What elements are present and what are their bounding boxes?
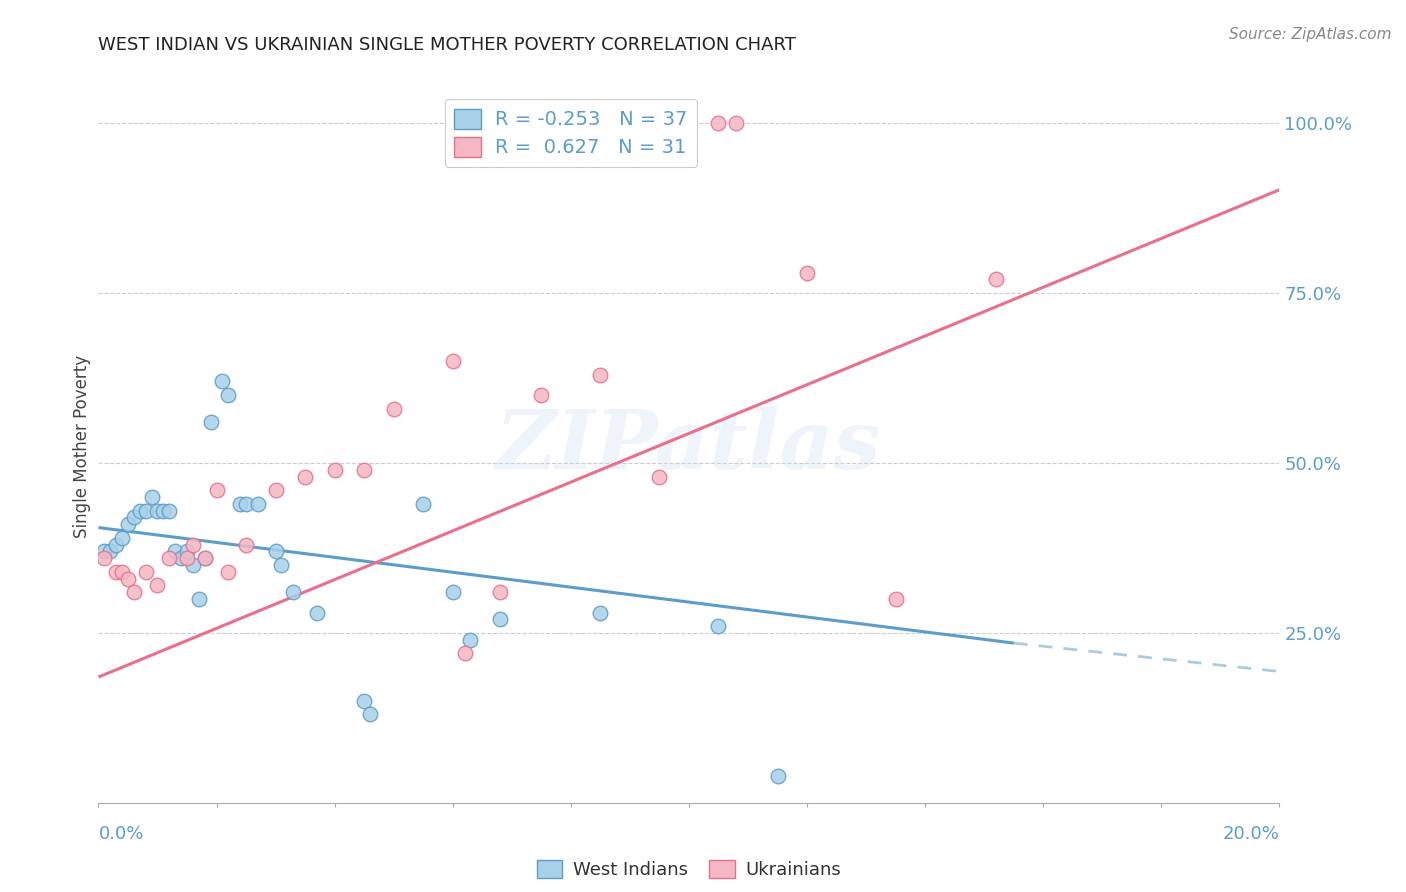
Point: [460, 632, 482, 647]
Y-axis label: Single Mother Poverty: Single Mother Poverty: [73, 354, 91, 538]
Text: Source: ZipAtlas.com: Source: ZipAtlas.com: [1229, 27, 1392, 42]
Point: [117, 572, 139, 586]
Point: [796, 266, 818, 280]
Point: [176, 551, 198, 566]
Point: [217, 388, 239, 402]
Point: [181, 558, 204, 572]
Point: [135, 565, 157, 579]
Point: [187, 591, 209, 606]
Point: [229, 497, 252, 511]
Point: [294, 469, 316, 483]
Point: [884, 591, 907, 606]
Point: [146, 503, 169, 517]
Point: [359, 707, 381, 722]
Point: [678, 116, 700, 130]
Point: [441, 354, 464, 368]
Point: [205, 483, 228, 498]
Point: [105, 537, 128, 551]
Point: [489, 585, 512, 599]
Point: [264, 544, 287, 558]
Point: [181, 537, 204, 551]
Point: [135, 503, 157, 517]
Point: [246, 497, 269, 511]
Text: 20.0%: 20.0%: [1223, 825, 1279, 843]
Point: [105, 565, 128, 579]
Point: [170, 551, 193, 566]
Point: [176, 544, 198, 558]
Point: [211, 375, 233, 389]
Point: [122, 585, 145, 599]
Point: [530, 388, 553, 402]
Point: [217, 565, 239, 579]
Point: [707, 116, 730, 130]
Point: [283, 585, 305, 599]
Text: ZIPatlas: ZIPatlas: [496, 406, 882, 486]
Point: [235, 537, 257, 551]
Point: [194, 551, 217, 566]
Point: [984, 272, 1007, 286]
Point: [117, 517, 139, 532]
Point: [453, 646, 475, 660]
Point: [270, 558, 292, 572]
Point: [98, 544, 121, 558]
Text: 0.0%: 0.0%: [98, 825, 143, 843]
Point: [93, 544, 115, 558]
Point: [194, 551, 217, 566]
Point: [589, 606, 612, 620]
Point: [766, 769, 789, 783]
Point: [323, 463, 346, 477]
Point: [152, 503, 174, 517]
Point: [441, 585, 464, 599]
Point: [353, 694, 375, 708]
Point: [157, 503, 180, 517]
Point: [725, 116, 748, 130]
Point: [589, 368, 612, 382]
Point: [111, 531, 134, 545]
Point: [165, 544, 187, 558]
Point: [305, 606, 328, 620]
Point: [93, 551, 115, 566]
Point: [128, 503, 150, 517]
Point: [382, 401, 405, 416]
Point: [489, 612, 512, 626]
Point: [648, 469, 671, 483]
Point: [235, 497, 257, 511]
Point: [200, 415, 222, 429]
Legend: West Indians, Ukrainians: West Indians, Ukrainians: [530, 853, 848, 887]
Point: [157, 551, 180, 566]
Point: [707, 619, 730, 633]
Point: [264, 483, 287, 498]
Point: [111, 565, 134, 579]
Point: [141, 490, 163, 504]
Text: WEST INDIAN VS UKRAINIAN SINGLE MOTHER POVERTY CORRELATION CHART: WEST INDIAN VS UKRAINIAN SINGLE MOTHER P…: [98, 36, 796, 54]
Point: [412, 497, 434, 511]
Point: [146, 578, 169, 592]
Point: [353, 463, 375, 477]
Point: [122, 510, 145, 524]
